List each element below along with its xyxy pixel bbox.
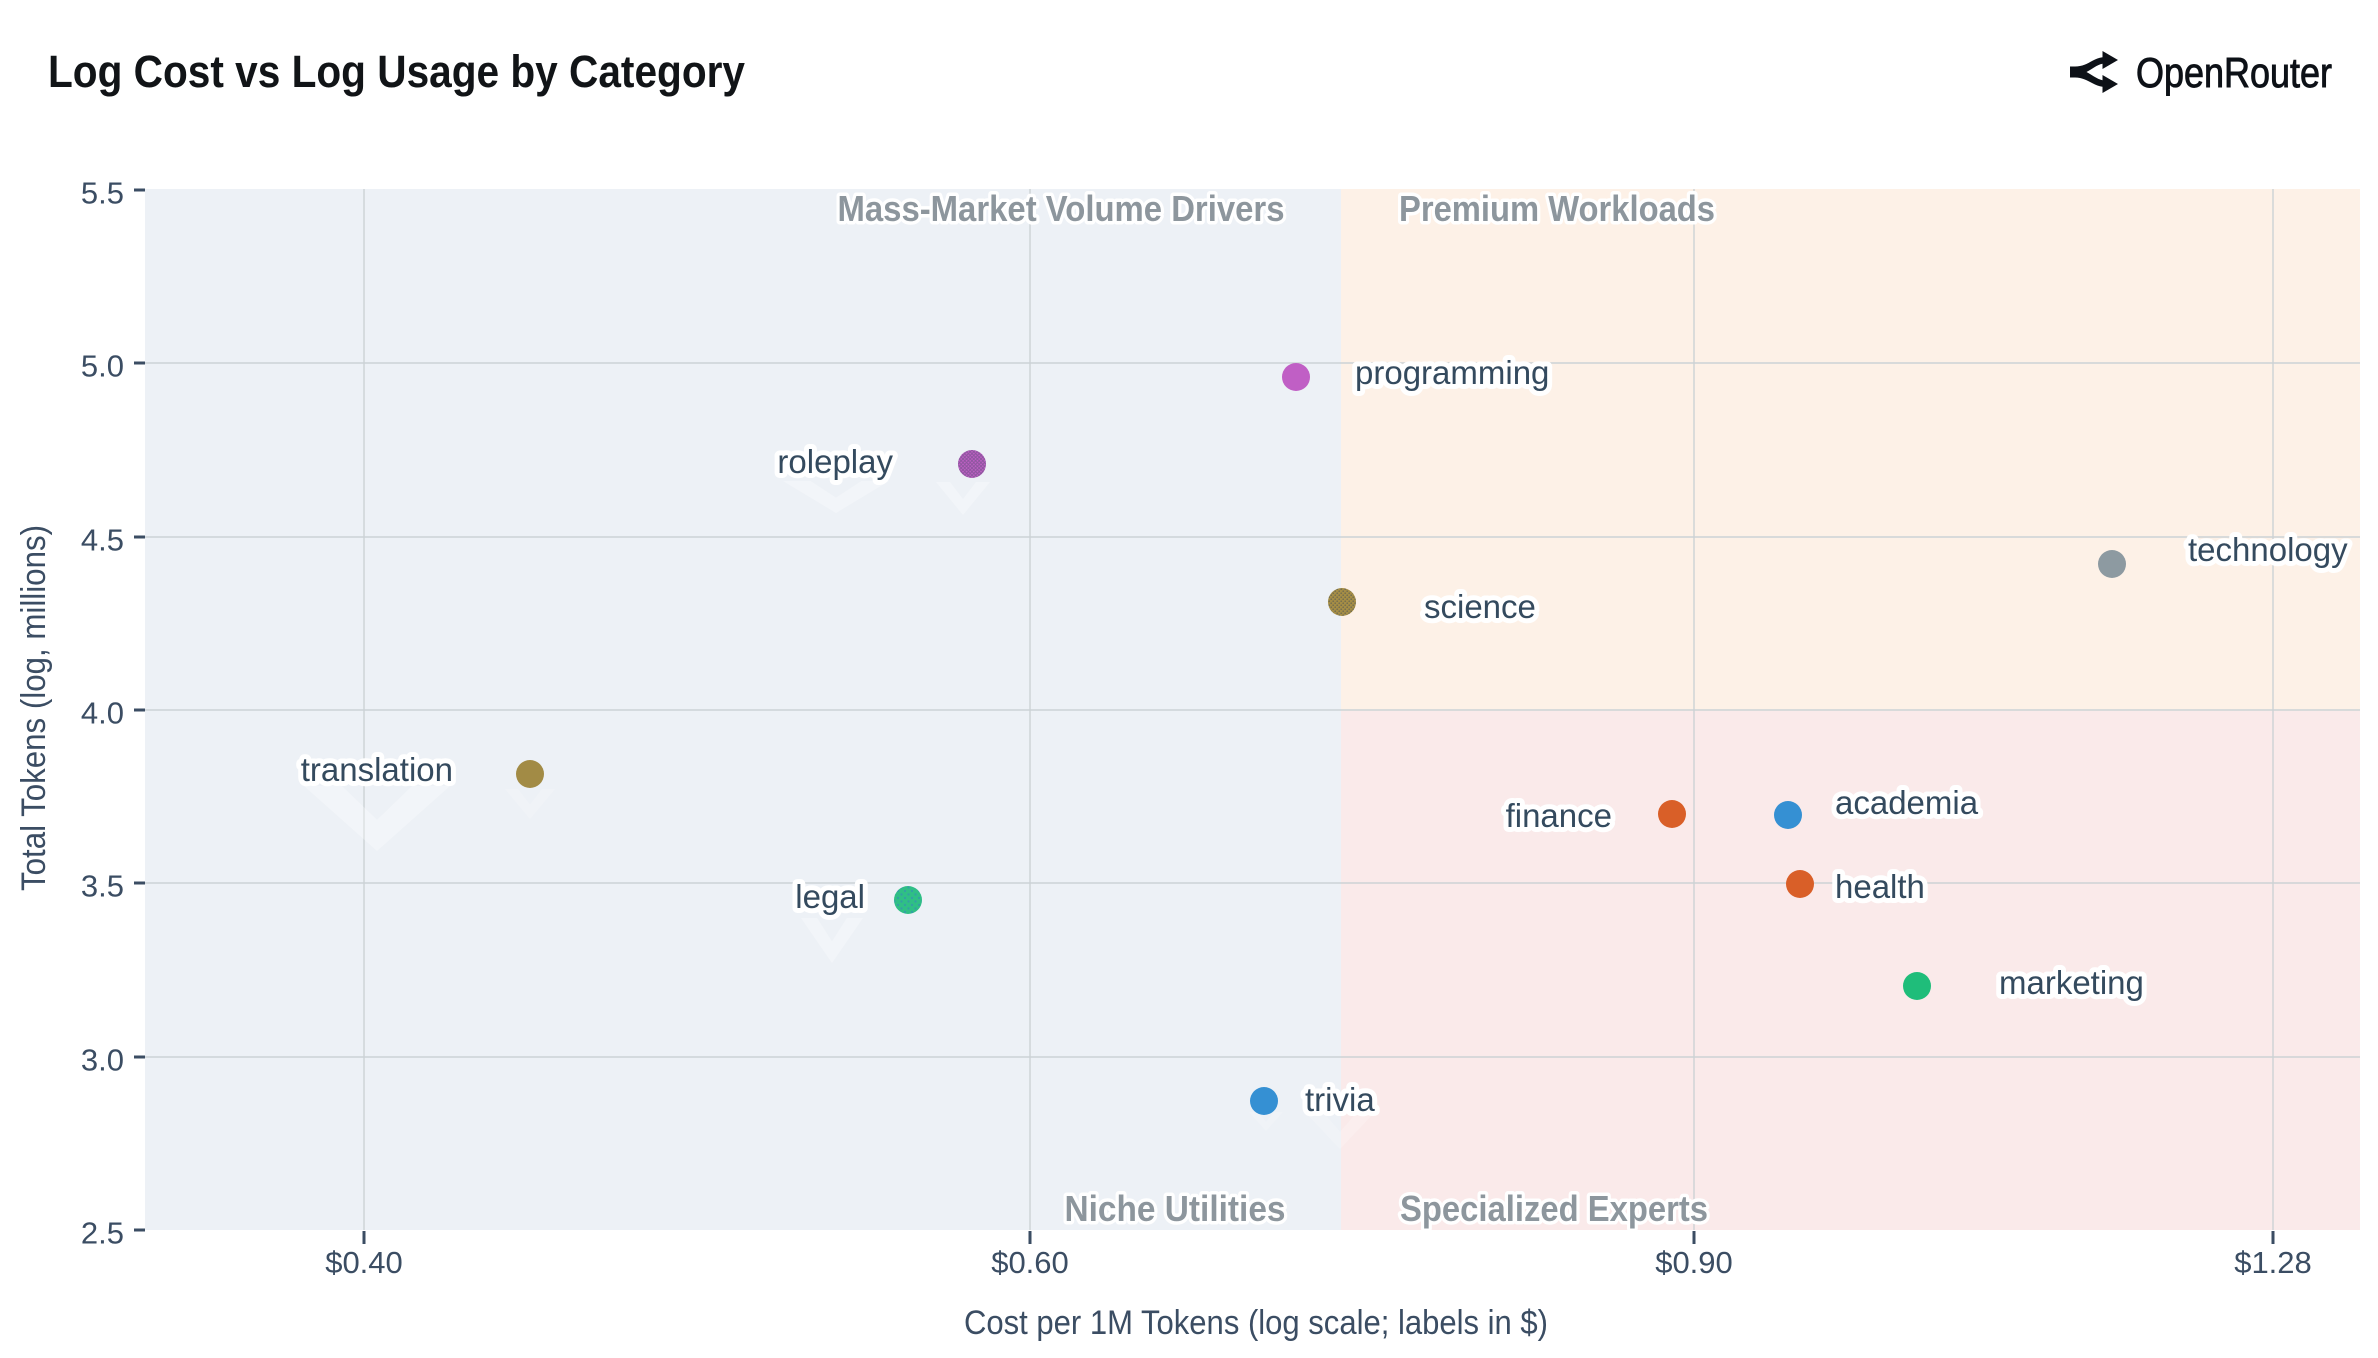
svg-text:5.0: 5.0 [81, 349, 124, 384]
svg-text:science: science [1424, 588, 1536, 625]
svg-text:Total Tokens (log, millions): Total Tokens (log, millions) [15, 525, 53, 891]
svg-text:3.0: 3.0 [81, 1043, 124, 1078]
svg-text:OpenRouter: OpenRouter [2136, 49, 2332, 96]
svg-text:Cost per 1M Tokens (log scale;: Cost per 1M Tokens (log scale; labels in… [964, 1304, 1548, 1342]
svg-text:$0.40: $0.40 [325, 1245, 403, 1280]
svg-text:translation: translation [301, 751, 453, 788]
svg-text:$0.60: $0.60 [991, 1245, 1069, 1280]
svg-text:4.5: 4.5 [81, 523, 124, 558]
svg-text:trivia: trivia [1305, 1081, 1375, 1118]
svg-text:Niche Utilities: Niche Utilities [1065, 1188, 1286, 1229]
svg-text:5.5: 5.5 [81, 176, 124, 211]
svg-text:health: health [1835, 868, 1925, 905]
svg-text:finance: finance [1506, 797, 1612, 834]
svg-text:marketing: marketing [1999, 964, 2144, 1001]
svg-text:programming: programming [1355, 354, 1549, 391]
svg-text:3.5: 3.5 [81, 869, 124, 904]
svg-text:Mass-Market Volume Drivers: Mass-Market Volume Drivers [838, 188, 1285, 229]
svg-text:Premium Workloads: Premium Workloads [1399, 188, 1715, 229]
svg-text:roleplay: roleplay [777, 443, 893, 480]
svg-text:technology: technology [2188, 531, 2348, 568]
svg-text:Specialized Experts: Specialized Experts [1400, 1188, 1708, 1229]
svg-text:Log Cost vs Log Usage by Categ: Log Cost vs Log Usage by Category [48, 46, 745, 97]
svg-text:$0.90: $0.90 [1655, 1245, 1733, 1280]
svg-text:legal: legal [795, 878, 865, 915]
svg-text:$1.28: $1.28 [2234, 1245, 2312, 1280]
svg-text:4.0: 4.0 [81, 696, 124, 731]
svg-text:2.5: 2.5 [81, 1216, 124, 1251]
svg-text:academia: academia [1835, 784, 1979, 821]
